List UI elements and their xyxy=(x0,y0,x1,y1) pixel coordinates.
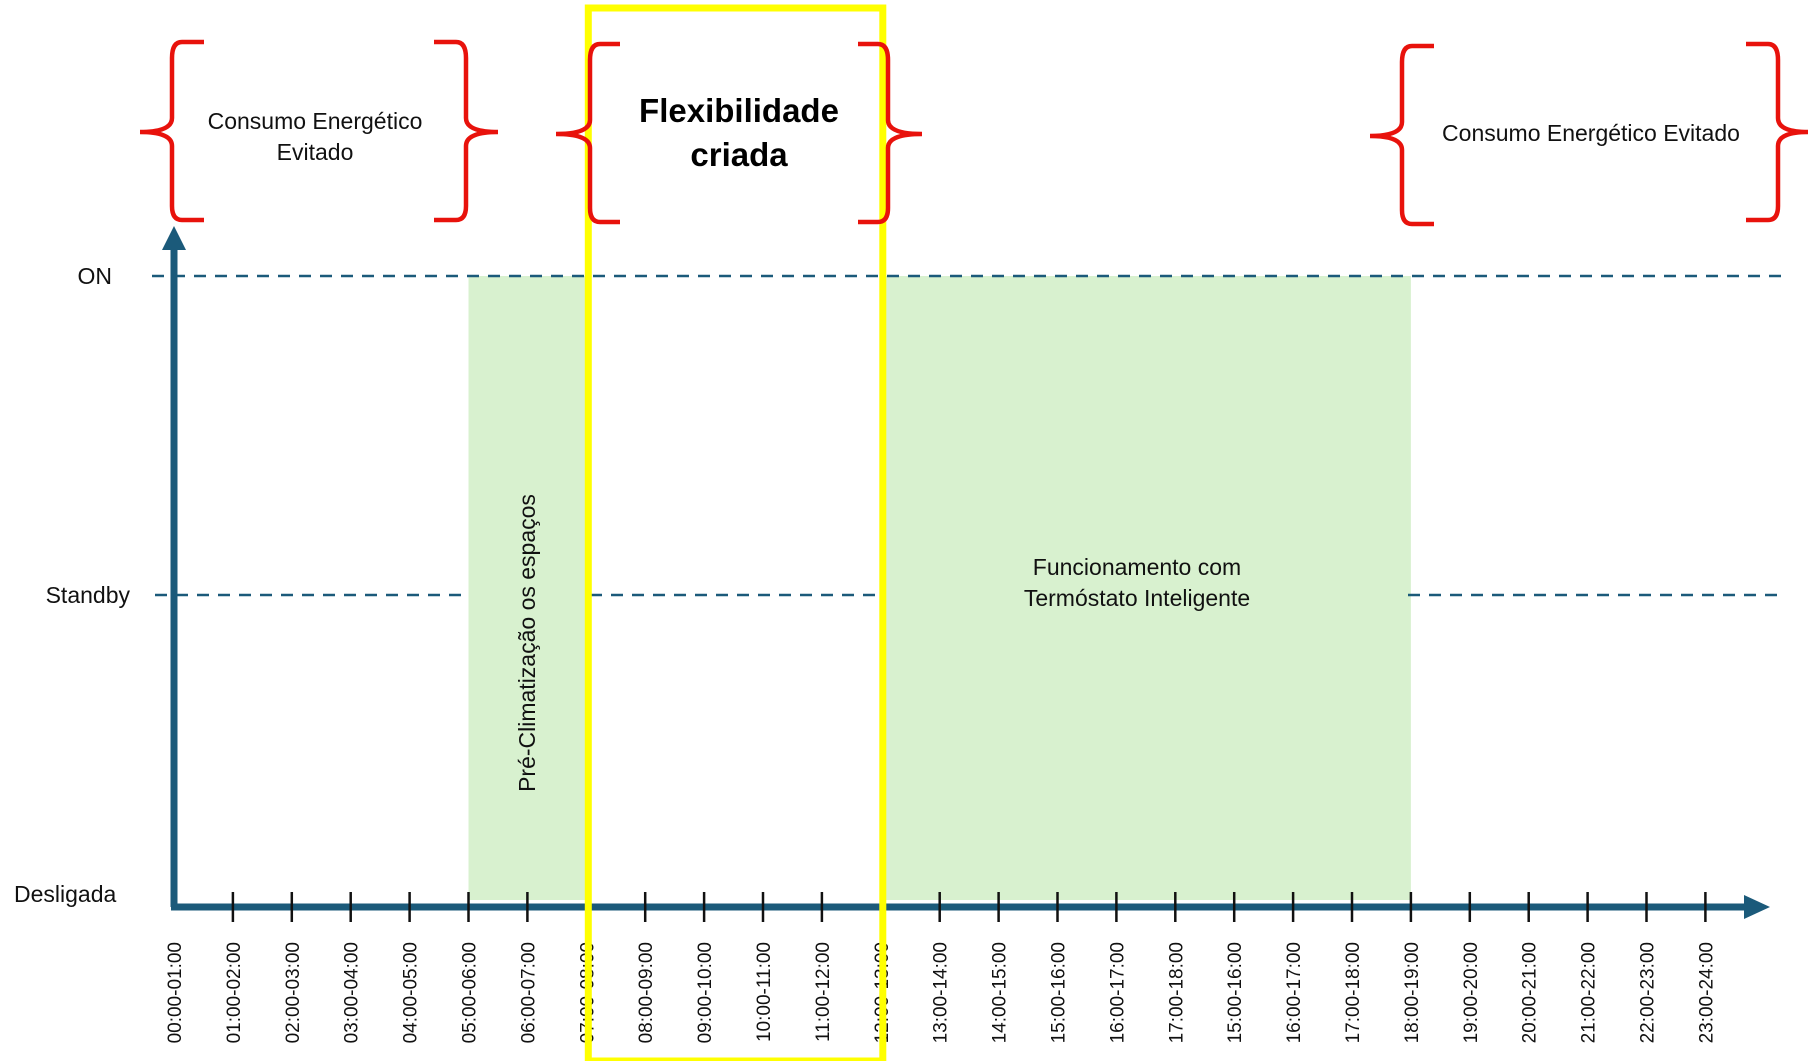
x-tick-label: 02:00-03:00 xyxy=(283,942,304,1043)
x-tick-label: 08:00-09:00 xyxy=(636,942,657,1043)
x-tick-label: 14:00-15:00 xyxy=(990,942,1011,1043)
x-tick-label: 04:00-05:00 xyxy=(401,942,422,1043)
brace-left-close xyxy=(434,42,498,220)
x-tick-label: 05:00-06:00 xyxy=(460,942,481,1043)
x-tick-label: 10:00-11:00 xyxy=(754,942,775,1042)
x-tick-label: 20:00-21:00 xyxy=(1520,942,1541,1043)
y-label-on: ON xyxy=(78,263,113,289)
x-tick-label: 19:00-20:00 xyxy=(1461,942,1482,1043)
left-brace-label-line-1: Consumo Energético xyxy=(208,108,423,134)
flexibility-label-line-2: criada xyxy=(690,136,788,173)
preclimatization-label: Pré-Climatização os espaços xyxy=(514,494,540,792)
x-tick-label: 11:00-12:00 xyxy=(813,942,834,1042)
x-tick-label: 22:00-23:00 xyxy=(1638,942,1659,1043)
left-brace-label-line-2: Evitado xyxy=(277,139,354,165)
x-tick-label: 03:00-04:00 xyxy=(342,942,363,1043)
y-label-off: Desligada xyxy=(14,881,116,907)
flexibility-label-line-1: Flexibilidade xyxy=(639,92,839,129)
right-brace-label: Consumo Energético Evitado xyxy=(1442,120,1740,146)
smart-thermostat-label-line-1: Funcionamento com xyxy=(1033,554,1241,580)
x-tick-label: 01:00-02:00 xyxy=(224,942,245,1043)
x-axis-tick-labels: 00:00-01:00 01:00-02:00 02:00-03:00 03:00-0… xyxy=(165,942,1717,1043)
x-tick-label: 18:00-19:00 xyxy=(1402,942,1423,1043)
smart-thermostat-label-line-2: Termóstato Inteligente xyxy=(1024,585,1250,611)
brace-mid-close xyxy=(858,44,922,222)
x-tick-label: 13:00-14:00 xyxy=(931,942,952,1043)
x-tick-label: 06:00-07:00 xyxy=(518,942,539,1043)
brace-right-open xyxy=(1370,46,1434,224)
x-axis-arrowhead xyxy=(1744,895,1770,919)
x-tick-label: 17:00-18:00 xyxy=(1166,942,1187,1043)
x-tick-label: 15:00-16:00 xyxy=(1225,942,1246,1043)
x-tick-label: 00:00-01:00 xyxy=(165,942,186,1043)
x-tick-label: 09:00-10:00 xyxy=(695,942,716,1043)
brace-right-close xyxy=(1746,44,1808,220)
brace-left-open xyxy=(140,42,204,220)
x-tick-label: 21:00-22:00 xyxy=(1579,942,1600,1043)
x-tick-label: 16:00-17:00 xyxy=(1107,942,1128,1043)
x-tick-label: 15:00-16:00 xyxy=(1049,942,1070,1043)
x-tick-label: 16:00-17:00 xyxy=(1284,942,1305,1043)
x-tick-label: 17:00-18:00 xyxy=(1343,942,1364,1043)
y-label-standby: Standby xyxy=(46,582,131,608)
x-tick-label: 23:00-24:00 xyxy=(1696,942,1717,1043)
y-axis-arrowhead xyxy=(162,226,186,250)
